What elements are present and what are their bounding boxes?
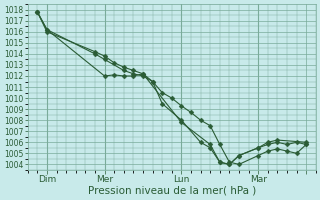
X-axis label: Pression niveau de la mer( hPa ): Pression niveau de la mer( hPa ) bbox=[88, 186, 256, 196]
